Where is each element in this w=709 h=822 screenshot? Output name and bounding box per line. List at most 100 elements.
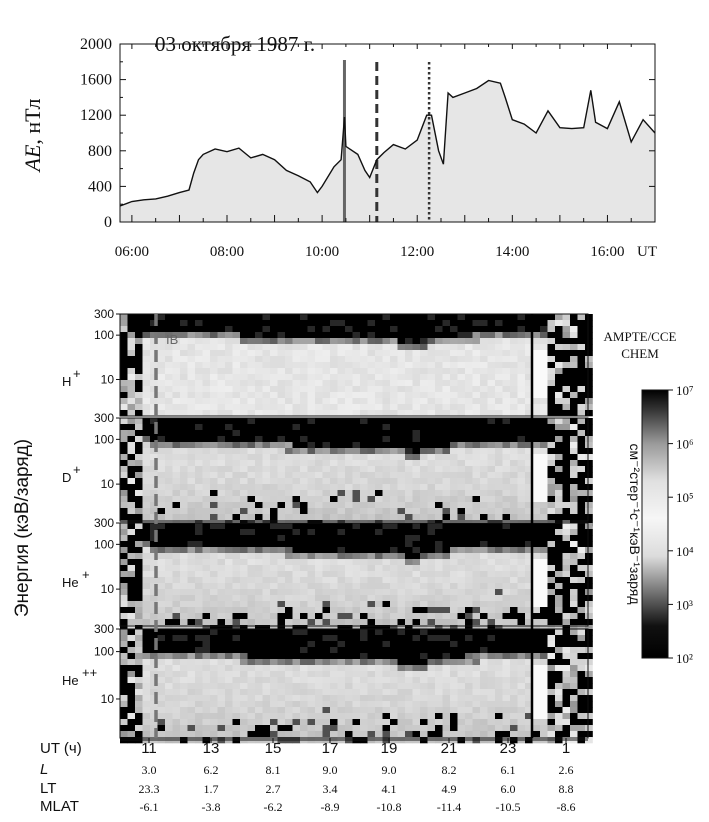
- flux-cell: [555, 529, 563, 536]
- flux-cell: [285, 404, 293, 411]
- flux-cell: [322, 731, 331, 738]
- flux-cell: [127, 595, 136, 602]
- flux-cell: [390, 725, 398, 732]
- flux-cell: [277, 436, 286, 443]
- flux-cell: [307, 601, 316, 608]
- flux-cell: [360, 719, 368, 726]
- flux-cell: [487, 368, 496, 375]
- flux-cell: [382, 653, 391, 660]
- flux-cell: [480, 641, 488, 648]
- flux-cell: [570, 665, 578, 672]
- flux-cell: [532, 398, 541, 405]
- flux-cell: [532, 508, 541, 515]
- flux-cell: [487, 535, 496, 542]
- flux-cell: [577, 314, 586, 321]
- flux-cell: [442, 344, 451, 351]
- flux-cell: [315, 380, 323, 387]
- flux-cell: [540, 731, 548, 738]
- flux-cell: [187, 719, 196, 726]
- flux-cell: [382, 647, 391, 654]
- flux-cell: [427, 601, 436, 608]
- flux-cell: [412, 398, 421, 405]
- flux-cell: [562, 629, 571, 636]
- flux-cell: [495, 565, 503, 572]
- flux-cell: [217, 559, 226, 566]
- flux-cell: [322, 571, 331, 578]
- flux-cell: [525, 332, 533, 339]
- flux-cell: [472, 529, 481, 536]
- flux-cell: [135, 430, 143, 437]
- flux-cell: [277, 404, 286, 411]
- flux-cell: [330, 629, 338, 636]
- flux-cell: [345, 731, 353, 738]
- flux-cell: [487, 647, 496, 654]
- flux-cell: [382, 418, 391, 425]
- flux-cell: [255, 577, 263, 584]
- flux-cell: [300, 719, 308, 726]
- flux-cell: [307, 326, 316, 333]
- flux-cell: [172, 508, 181, 515]
- flux-cell: [367, 314, 376, 321]
- flux-cell: [570, 641, 578, 648]
- flux-cell: [172, 368, 181, 375]
- flux-cell: [180, 725, 188, 732]
- flux-cell: [150, 496, 158, 503]
- flux-cell: [585, 466, 593, 473]
- flux-cell: [247, 719, 256, 726]
- flux-cell: [187, 418, 196, 425]
- flux-cell: [157, 502, 166, 509]
- flux-cell: [157, 553, 166, 560]
- flux-cell: [285, 374, 293, 381]
- flux-cell: [390, 350, 398, 357]
- flux-cell: [465, 442, 473, 449]
- flux-cell: [442, 356, 451, 363]
- flux-cell: [292, 641, 301, 648]
- flux-cell: [510, 350, 518, 357]
- flux-cell: [375, 424, 383, 431]
- flux-cell: [457, 571, 466, 578]
- flux-cell: [562, 502, 571, 509]
- flux-cell: [577, 404, 586, 411]
- flux-cell: [187, 404, 196, 411]
- flux-cell: [547, 701, 556, 708]
- flux-cell: [202, 725, 211, 732]
- flux-cell: [172, 565, 181, 572]
- flux-cell: [450, 374, 458, 381]
- flux-cell: [540, 320, 548, 327]
- flux-cell: [225, 635, 233, 642]
- flux-cell: [457, 424, 466, 431]
- flux-cell: [135, 502, 143, 509]
- flux-cell: [450, 577, 458, 584]
- flux-cell: [585, 356, 593, 363]
- flux-cell: [345, 460, 353, 467]
- flux-cell: [262, 374, 271, 381]
- flux-cell: [495, 442, 503, 449]
- flux-cell: [382, 338, 391, 345]
- flux-cell: [532, 701, 541, 708]
- flux-cell: [555, 701, 563, 708]
- flux-cell: [157, 719, 166, 726]
- table-cell-ut: 21: [441, 740, 458, 757]
- flux-cell: [442, 368, 451, 375]
- flux-cell: [517, 478, 526, 485]
- flux-cell: [180, 719, 188, 726]
- flux-cell: [232, 362, 241, 369]
- flux-cell: [412, 392, 421, 399]
- flux-cell: [345, 338, 353, 345]
- flux-cell: [420, 713, 428, 720]
- flux-cell: [457, 695, 466, 702]
- flux-cell: [277, 338, 286, 345]
- flux-cell: [255, 523, 263, 530]
- flux-cell: [225, 338, 233, 345]
- flux-cell: [135, 356, 143, 363]
- flux-cell: [382, 466, 391, 473]
- flux-cell: [405, 659, 413, 666]
- flux-cell: [450, 613, 458, 620]
- flux-cell: [360, 607, 368, 614]
- flux-cell: [405, 689, 413, 696]
- flux-cell: [517, 713, 526, 720]
- flux-cell: [240, 314, 248, 321]
- flux-cell: [547, 514, 556, 521]
- flux-cell: [142, 677, 151, 684]
- flux-cell: [270, 683, 278, 690]
